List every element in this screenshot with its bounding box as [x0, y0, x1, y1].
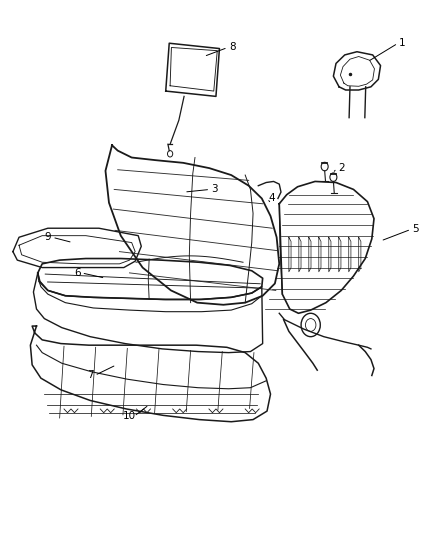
Text: 10: 10 [123, 411, 136, 422]
Text: 3: 3 [211, 184, 218, 195]
Text: 1: 1 [399, 38, 406, 48]
Text: 4: 4 [268, 193, 275, 204]
Text: 6: 6 [74, 268, 81, 278]
Text: 7: 7 [87, 370, 93, 381]
Text: 2: 2 [338, 163, 345, 173]
Text: 5: 5 [412, 224, 419, 235]
Text: 8: 8 [229, 43, 235, 52]
Text: 9: 9 [45, 232, 51, 243]
